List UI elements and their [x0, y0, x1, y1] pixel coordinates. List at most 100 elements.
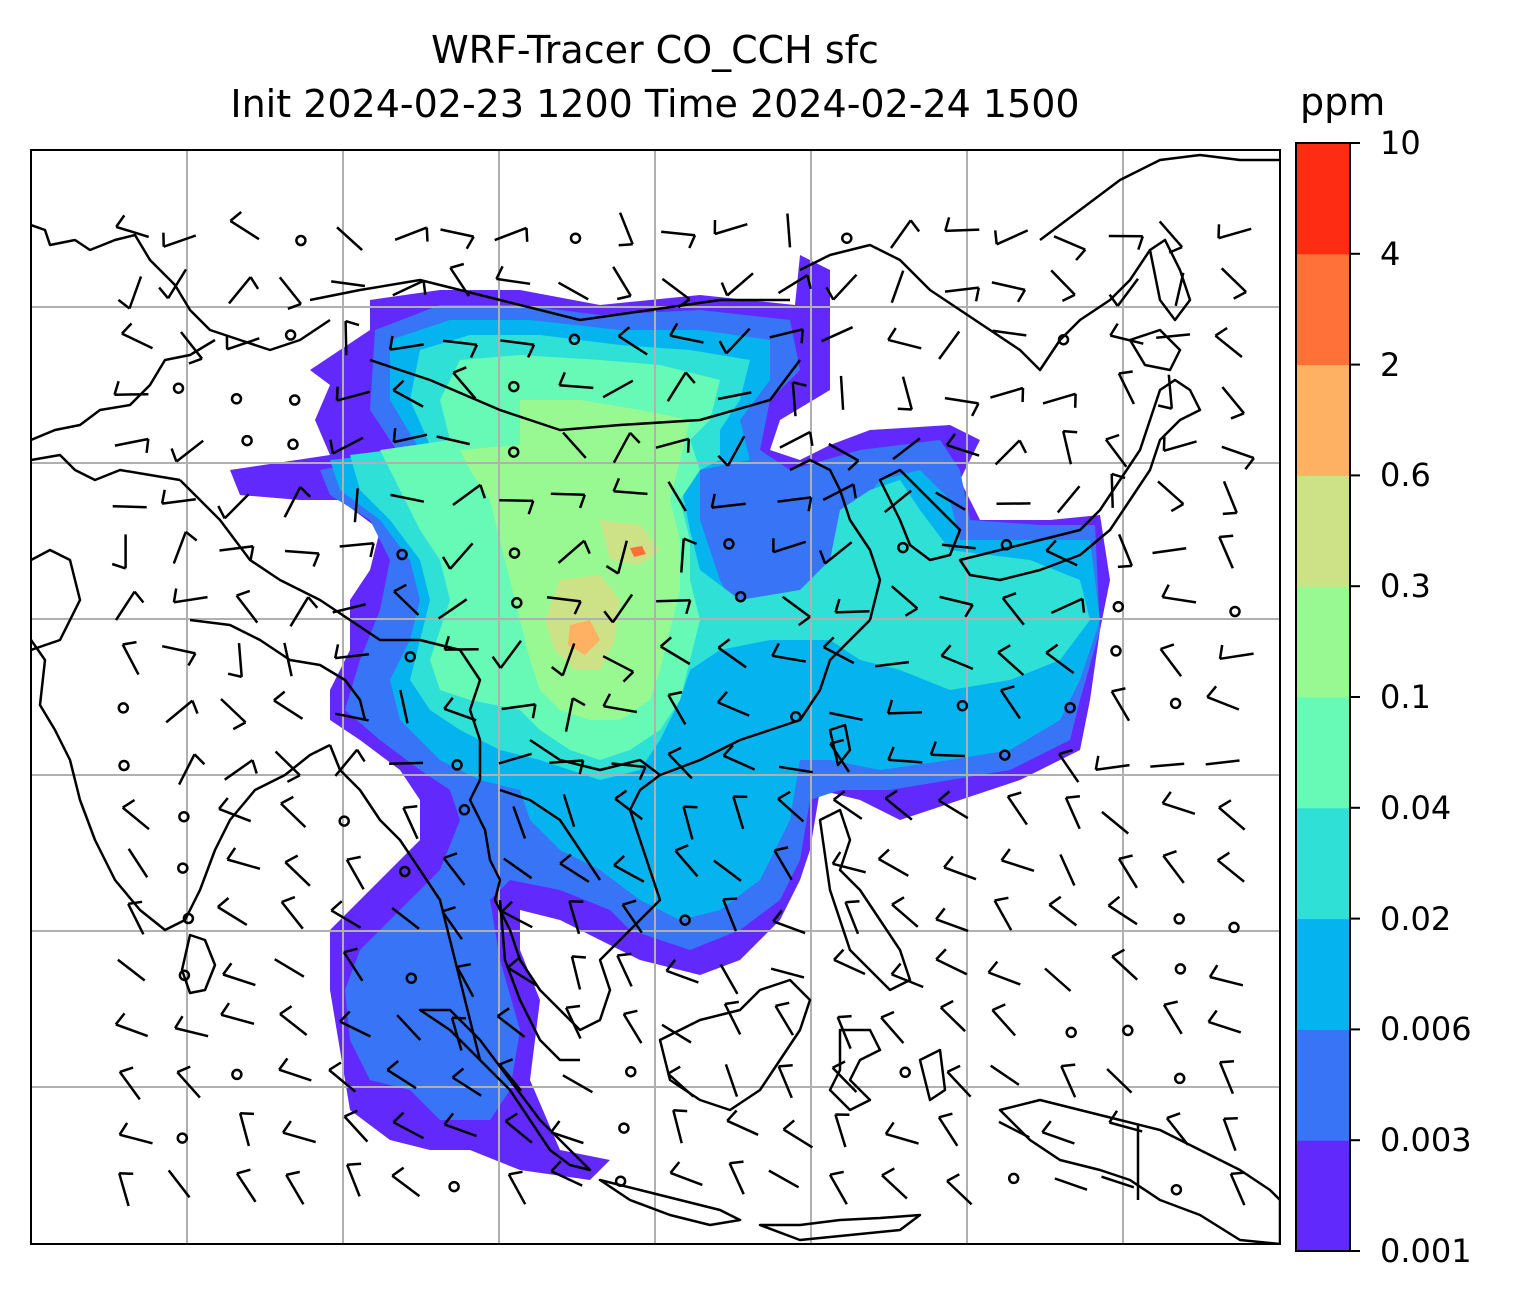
- wind-barb-18: [1108, 234, 1144, 251]
- border-mongolia-south: [369, 358, 801, 432]
- wind-barb-307: [833, 948, 866, 976]
- wind-barb-215: [389, 761, 424, 765]
- wind-barb-252: [127, 848, 149, 878]
- wind-barb-151: [332, 603, 366, 614]
- wind-barb-398: [1229, 1171, 1246, 1206]
- wind-barb-256: [345, 855, 365, 890]
- wind-barb-58: [992, 329, 1027, 337]
- wind-barb-251: [1218, 799, 1246, 831]
- wind-barb-323: [564, 1004, 582, 1040]
- wind-barb-109: [353, 488, 359, 523]
- colorbar-tick-label-4: 0.04: [1380, 788, 1452, 827]
- wind-barb-269: [1059, 853, 1076, 887]
- wind-barb-75: [791, 381, 807, 417]
- wind-barb-53: [718, 327, 751, 355]
- wind-barb-96: [779, 430, 814, 449]
- wind-barb-123: [1110, 472, 1126, 508]
- coastline-bay-of-bengal: [328, 744, 482, 1061]
- wind-barb-220: [667, 746, 693, 780]
- wind-barb-241: [682, 805, 698, 840]
- calm-wind-circle-137: [723, 538, 735, 550]
- wind-barb-15: [944, 217, 980, 233]
- wind-barb-302: [570, 955, 586, 990]
- wind-barb-221: [722, 744, 756, 771]
- calm-wind-circle-358: [176, 1132, 189, 1144]
- border-india-nepal: [189, 618, 367, 721]
- wind-barb-393: [946, 1173, 973, 1206]
- border-tibet: [179, 479, 351, 622]
- colorbar-swatch-9: [1296, 143, 1350, 255]
- wind-barb-39: [1108, 277, 1140, 307]
- wind-barb-359: [238, 1111, 255, 1147]
- wind-barb-155: [546, 595, 582, 615]
- wind-barb-265: [831, 851, 867, 874]
- wind-barb-376: [1165, 1112, 1189, 1146]
- plot-title-line-1: WRF-Tracer CO_CCH sfc: [431, 28, 879, 72]
- wind-barb-300: [455, 962, 475, 998]
- wind-barb-62: [1214, 326, 1243, 358]
- colorbar-tick-label-9: 4: [1380, 234, 1401, 273]
- coastline-korea: [878, 468, 962, 562]
- calm-wind-circle-355: [1173, 1072, 1186, 1085]
- wind-barb-135: [605, 540, 629, 575]
- coastline-sulawesi: [828, 1028, 882, 1112]
- wind-barb-203: [886, 699, 923, 715]
- wind-barb-144: [1117, 533, 1134, 569]
- wind-barb-37: [991, 281, 1027, 303]
- coastline-west: [31, 548, 82, 652]
- coastline-indochina: [468, 774, 662, 1032]
- wind-barb-312: [1111, 948, 1139, 981]
- wind-barb-354: [1106, 1068, 1133, 1094]
- wind-barb-9: [618, 212, 634, 247]
- wind-barb-240: [614, 789, 643, 821]
- wind-barb-83: [1221, 386, 1245, 420]
- wind-barb-315: [114, 1012, 149, 1038]
- wind-barb-326: [723, 1000, 742, 1035]
- wind-barb-125: [1222, 480, 1238, 516]
- wind-barb-207: [1110, 687, 1131, 722]
- border-west-2: [31, 338, 216, 442]
- calm-wind-circle-165: [1112, 600, 1125, 613]
- colorbar-tick-label-2: 0.006: [1380, 1010, 1472, 1049]
- wind-barb-364: [504, 1112, 533, 1144]
- wind-barb-263: [713, 859, 742, 882]
- wind-barb-238: [512, 805, 527, 839]
- calm-wind-circle-257: [399, 865, 411, 878]
- wind-barb-347: [724, 1063, 739, 1098]
- colorbar-swatch-8: [1296, 253, 1350, 366]
- wind-barb-233: [218, 797, 252, 823]
- calm-wind-circle-87: [287, 438, 299, 451]
- wind-barb-266: [877, 848, 909, 877]
- wind-barb-327: [774, 1001, 795, 1036]
- coastline-russia-east: [1039, 153, 1280, 241]
- calm-wind-circle-232: [178, 810, 190, 823]
- wind-barb-224: [887, 746, 923, 764]
- wind-barb-134: [557, 539, 591, 564]
- wind-barb-290: [1048, 895, 1078, 927]
- colorbar: [1295, 142, 1360, 1252]
- wind-barb-27: [449, 262, 471, 297]
- colorbar-tick-label-6: 0.3: [1380, 567, 1431, 606]
- wind-barb-244: [832, 790, 863, 820]
- wind-barb-168: [121, 640, 140, 676]
- wind-barb-321: [450, 1016, 467, 1051]
- wind-barb-170: [227, 643, 243, 679]
- wind-barb-117: [777, 496, 813, 512]
- wind-barb-198: [602, 693, 638, 714]
- coastline-sakhalin: [1148, 238, 1192, 322]
- wind-barb-141: [941, 543, 976, 550]
- wind-barb-301: [506, 957, 538, 987]
- wind-barb-69: [452, 366, 477, 400]
- colorbar-tick-label-3: 0.02: [1380, 899, 1452, 938]
- wind-barb-92: [562, 431, 587, 459]
- wind-barb-174: [443, 635, 479, 651]
- calm-wind-circle-91: [507, 446, 520, 458]
- border-west-1: [31, 223, 331, 352]
- wind-barb-334: [1162, 1000, 1183, 1035]
- wind-barb-288: [935, 907, 969, 933]
- wind-barb-380: [235, 1168, 257, 1203]
- wind-barb-280: [501, 900, 533, 929]
- wind-barb-310: [987, 960, 1021, 986]
- wind-barb-126: [111, 534, 127, 570]
- wind-barb-255: [284, 854, 311, 887]
